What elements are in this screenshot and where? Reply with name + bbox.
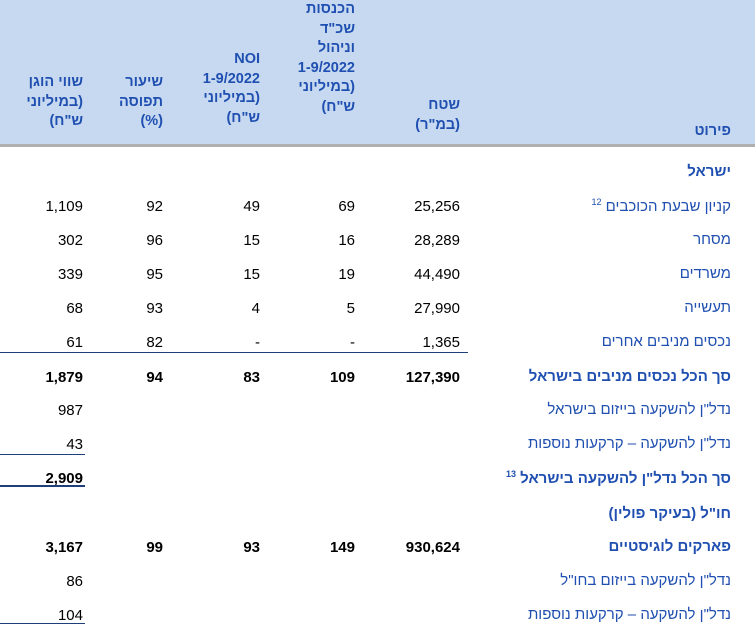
row-label-text: ישראל	[687, 163, 731, 180]
row-label-text: נדל"ן להשקעה – קרקעות נוספות	[527, 606, 731, 623]
cell-value: 3,167	[45, 539, 83, 556]
cell-value: 104	[57, 607, 83, 624]
footnote-ref: 13	[505, 469, 516, 479]
total-rule	[0, 485, 85, 487]
table-row: נדל"ן להשקעה בייזום בחו"ל 86	[0, 564, 755, 598]
cell-income: 69	[338, 198, 355, 215]
footnote-ref: 12	[591, 197, 602, 207]
header-fair-value: שווי הוגן (במיליוני ש"ח)	[26, 74, 83, 129]
row-label-text: סך הכל נכסים מניבים בישראל	[528, 368, 731, 385]
cell-noi: 93	[243, 539, 260, 556]
cell-noi: 49	[243, 198, 260, 215]
header-breakdown: פירוט	[694, 123, 731, 139]
row-label: חו"ל (בעיקר פולין)	[608, 505, 731, 522]
table-row: נדל"ן להשקעה בייזום בישראל 987	[0, 393, 755, 427]
cell-area: 44,490	[414, 266, 460, 283]
table-row: נדל"ן להשקעה – קרקעות נוספות 43	[0, 427, 755, 461]
row-label: תעשייה	[684, 299, 731, 316]
table-row: נדל"ן להשקעה – קרקעות נוספות 104	[0, 598, 755, 632]
cell-income: 16	[338, 232, 355, 249]
cell-value: 2,909	[45, 470, 83, 487]
row-label: סך הכל נכסים מניבים בישראל	[529, 368, 731, 385]
cell-value: 302	[57, 232, 83, 249]
cell-value: 86	[66, 573, 83, 590]
header-occupancy: שיעור תפוסה (%)	[118, 74, 163, 129]
cell-occupancy: 96	[146, 232, 163, 249]
row-label-text: סך הכל נדל"ן להשקעה בישראל	[520, 470, 731, 487]
cell-area: 1,365	[422, 334, 460, 351]
row-label-text: חו"ל (בעיקר פולין)	[608, 505, 731, 522]
cell-occupancy: 92	[146, 198, 163, 215]
section-row: חו"ל (בעיקר פולין)	[0, 497, 755, 531]
cell-area: 127,390	[405, 369, 460, 386]
table-row: סך הכל נכסים מניבים בישראל 127,390 109 83 94…	[0, 360, 755, 394]
table-row: פארקים לוגיסטיים 930,624 149 93 99 3,167	[0, 530, 755, 564]
cell-value: 43	[66, 436, 83, 453]
header-noi: NOI 1-9/2022 (במיליוני ש"ח)	[202, 51, 260, 126]
row-label-text: נדל"ן להשקעה בייזום בישראל	[547, 401, 731, 418]
cell-noi: 15	[243, 232, 260, 249]
row-label-text: מסחר	[693, 231, 731, 248]
cell-value: 1,109	[45, 198, 83, 215]
cell-income: 109	[329, 369, 355, 386]
cell-income: 149	[329, 539, 355, 556]
cell-occupancy: 95	[146, 266, 163, 283]
cell-occupancy: 94	[146, 369, 163, 386]
table-header: שווי הוגן (במיליוני ש"ח) שיעור תפוסה (%)…	[0, 0, 755, 146]
header-area: שטח (במ"ר)	[415, 97, 460, 133]
cell-noi: 83	[243, 369, 260, 386]
cell-area: 25,256	[414, 198, 460, 215]
row-label: פארקים לוגיסטיים	[608, 538, 731, 555]
subtotal-rule	[0, 352, 468, 353]
row-label: נדל"ן להשקעה – קרקעות נוספות	[528, 606, 731, 623]
cell-income: 19	[338, 266, 355, 283]
cell-occupancy: 82	[146, 334, 163, 351]
table-row: סך הכל נדל"ן להשקעה בישראל 13 2,909	[0, 461, 755, 495]
row-label-text: משרדים	[679, 265, 731, 282]
cell-occupancy: 93	[146, 300, 163, 317]
subtotal-rule	[0, 623, 85, 624]
row-label-text: נכסים מניבים אחרים	[601, 333, 731, 350]
row-label-text: נדל"ן להשקעה – קרקעות נוספות	[527, 435, 731, 452]
row-label: ישראל	[687, 163, 731, 180]
row-label-text: קניון שבעת הכוכבים	[605, 198, 731, 215]
row-label: משרדים	[680, 265, 731, 282]
cell-income: -	[350, 334, 355, 351]
row-label-text: נדל"ן להשקעה בייזום בחו"ל	[560, 572, 731, 589]
cell-value: 987	[57, 402, 83, 419]
cell-income: 5	[346, 300, 355, 317]
cell-value: 339	[57, 266, 83, 283]
section-row: ישראל	[0, 155, 755, 189]
row-label: נדל"ן להשקעה בייזום בחו"ל	[560, 572, 731, 589]
row-label: נדל"ן להשקעה בייזום בישראל	[547, 401, 731, 418]
table-row: קניון שבעת הכוכבים 12 25,256 69 49 92 1,109	[0, 189, 755, 223]
row-label: נכסים מניבים אחרים	[602, 333, 731, 350]
cell-noi: 4	[251, 300, 260, 317]
table-row: תעשייה 27,990 5 4 93 68	[0, 291, 755, 325]
cell-value: 68	[66, 300, 83, 317]
table-row: משרדים 44,490 19 15 95 339	[0, 257, 755, 291]
cell-area: 27,990	[414, 300, 460, 317]
table-row: מסחר 28,289 16 15 96 302	[0, 223, 755, 257]
cell-area: 930,624	[405, 539, 460, 556]
cell-value: 61	[66, 334, 83, 351]
cell-area: 28,289	[414, 232, 460, 249]
cell-value: 1,879	[45, 369, 83, 386]
row-label: נדל"ן להשקעה – קרקעות נוספות	[528, 435, 731, 452]
row-label: סך הכל נדל"ן להשקעה בישראל 13	[506, 469, 731, 487]
cell-noi: -	[255, 334, 260, 351]
subtotal-rule	[0, 454, 85, 455]
row-label: מסחר	[693, 231, 731, 248]
cell-noi: 15	[243, 266, 260, 283]
header-income: הכנסות שכ"ד וניהול 1-9/2022 (במיליוני ש"…	[297, 1, 355, 115]
header-divider	[0, 144, 755, 147]
table-row: נכסים מניבים אחרים 1,365 - - 82 61	[0, 325, 755, 359]
cell-occupancy: 99	[146, 539, 163, 556]
row-label-text: פארקים לוגיסטיים	[608, 538, 731, 555]
row-label-text: תעשייה	[684, 299, 731, 316]
row-label: קניון שבעת הכוכבים 12	[591, 197, 731, 215]
